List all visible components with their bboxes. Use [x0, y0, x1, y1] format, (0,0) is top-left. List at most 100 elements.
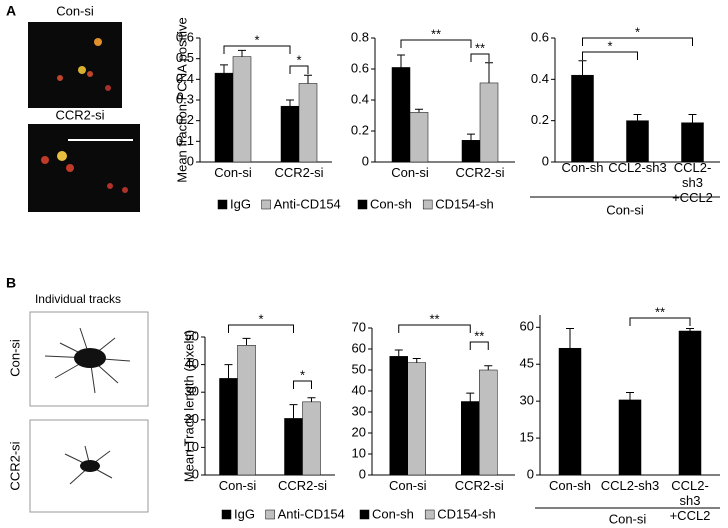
significance-label: ** [655, 304, 665, 319]
y-tick-label: 15 [520, 430, 534, 445]
bar [219, 378, 238, 476]
image-label: Con-si [7, 339, 22, 377]
y-tick-label: 0.1 [176, 133, 194, 148]
legend-label: IgG [230, 196, 251, 211]
y-tick-label: 0.4 [531, 71, 549, 86]
y-tick-label: 0.2 [351, 122, 369, 137]
y-tick-label: 50 [185, 328, 199, 343]
significance-bracket [223, 45, 291, 54]
x-tick-label: CCR2-si [277, 478, 328, 493]
x-tick-label: CCL2-sh3 [608, 160, 667, 175]
cell [122, 187, 128, 193]
error-bar [238, 49, 246, 57]
y-tick-label: 40 [185, 356, 199, 371]
bar [232, 56, 252, 163]
tracks [64, 445, 113, 485]
bar [280, 105, 300, 163]
y-tick-label: 0.2 [531, 112, 549, 127]
significance-label: * [296, 52, 301, 67]
significance-bracket [582, 51, 638, 60]
image-label: CCR2-si [55, 107, 104, 122]
y-tick-label: 0.6 [531, 29, 549, 44]
legend-swatch [424, 509, 435, 520]
bar [626, 120, 649, 163]
legend-label: CD154-sh [437, 506, 496, 521]
image-title: Individual tracks [35, 292, 121, 306]
x-tick-label: Con-sh [561, 160, 604, 175]
bar [678, 330, 702, 476]
error-bar [484, 365, 493, 370]
legend-swatch [221, 509, 232, 520]
x-tick-label: Con-si [391, 165, 429, 180]
x-tick-label: CCR2-si [455, 165, 505, 180]
significance-bracket [470, 53, 490, 62]
error-bar [566, 328, 574, 349]
x-tick-label: Con-si [218, 478, 257, 493]
y-tick-label: 30 [185, 384, 199, 399]
bar [298, 83, 318, 163]
significance-bracket [228, 324, 294, 333]
y-axis-label: Mean fraction PCNA positive [174, 17, 189, 182]
y-tick-label: 45 [520, 356, 534, 371]
y-tick-label: 60 [352, 340, 366, 355]
tracks-center [80, 460, 100, 472]
error-bar [304, 74, 312, 84]
significance-bracket [582, 37, 693, 46]
error-bar [485, 62, 493, 83]
cell [41, 156, 49, 164]
y-tick-label: 20 [185, 411, 199, 426]
y-tick-label: 0.4 [351, 91, 369, 106]
legend-swatch [357, 199, 368, 210]
y-tick-label: 0 [359, 466, 366, 481]
error-bar [224, 364, 233, 379]
cell [87, 71, 93, 77]
cell [107, 183, 113, 189]
cell [57, 151, 67, 161]
error-bar [286, 99, 294, 107]
legend-swatch [359, 509, 370, 520]
error-bar [220, 64, 228, 74]
error-bar [688, 113, 697, 123]
y-tick-label: 0.6 [176, 29, 194, 44]
y-tick-label: 0.4 [176, 71, 194, 86]
group-label: Con-si [606, 202, 644, 217]
significance-bracket [398, 324, 471, 333]
bar [479, 82, 499, 163]
y-tick-label: 10 [352, 445, 366, 460]
y-tick-label: 30 [520, 393, 534, 408]
legend-swatch [265, 509, 275, 520]
bar [558, 347, 582, 476]
error-bar [289, 404, 298, 419]
panel-label: B [6, 275, 16, 291]
y-tick-label: 0.2 [176, 112, 194, 127]
legend-label: Con-sh [370, 196, 412, 211]
legend-label: Con-sh [372, 506, 414, 521]
image-label: Con-si [56, 3, 94, 18]
bar [461, 401, 480, 476]
panel-label: A [6, 3, 16, 19]
significance-label: * [258, 311, 263, 326]
error-bar [415, 108, 423, 113]
significance-label: * [607, 38, 612, 53]
group-label: Con-si [609, 511, 647, 526]
bar [409, 112, 429, 163]
significance-bracket [629, 317, 691, 326]
error-bar [412, 357, 421, 363]
y-axis-label: Mean Track length (pixels) [181, 330, 196, 482]
bar [214, 72, 234, 163]
legend-label: IgG [234, 506, 255, 521]
y-tick-label: 0 [542, 153, 549, 168]
legend-label: Anti-CD154 [278, 506, 345, 521]
legend-label: Anti-CD154 [274, 196, 341, 211]
error-bar [394, 349, 403, 357]
micrograph [28, 22, 122, 108]
bar [302, 401, 321, 476]
y-tick-label: 0 [192, 466, 199, 481]
x-tick-label: CCL2-sh3 +CCL2 [669, 478, 711, 523]
error-bar [578, 60, 587, 76]
error-bar [242, 337, 251, 346]
cell [57, 75, 63, 81]
y-tick-label: 0.3 [176, 91, 194, 106]
